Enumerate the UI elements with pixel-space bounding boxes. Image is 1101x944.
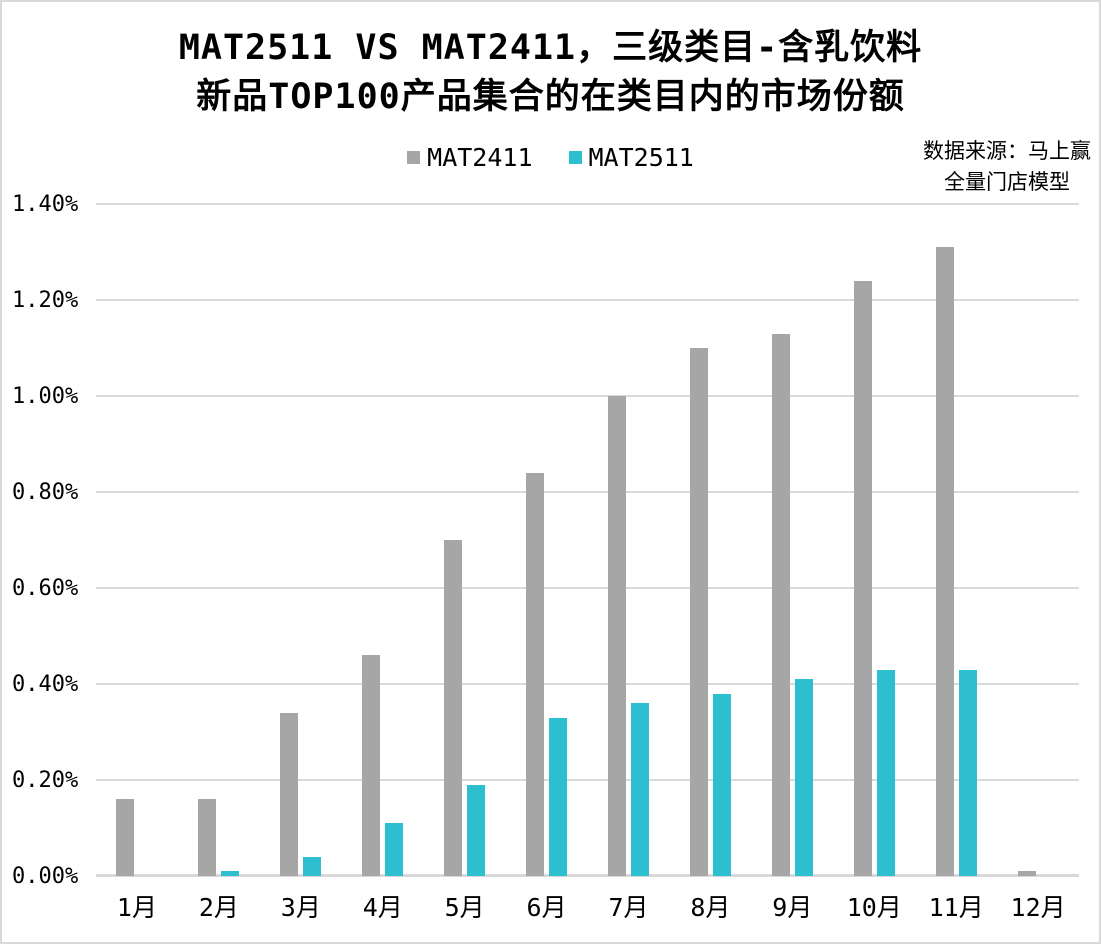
source-note-line-1: 数据来源：马上赢 [923, 139, 1091, 163]
x-axis-tick-labels: 1月 2月 3月 4月 5月 6月 7月 8月 9月 10月 11月 12月 [96, 891, 1079, 925]
bar-mat2411-10月 [853, 280, 872, 876]
y-axis-tick-labels: 0.00% 0.20% 0.40% 0.60% 0.80% 1.00% 1.20% 1.40% [12, 192, 92, 889]
y-axis-tick-label-0.00%: 0.00% [12, 864, 79, 889]
bar-mat2411-6月 [526, 472, 545, 876]
x-axis-tick-label-6月: 6月 [526, 893, 567, 922]
gridline-0.20% [96, 779, 1079, 781]
bar-mat2411-8月 [689, 348, 708, 876]
source-note: 数据来源：马上赢 全量门店模型 [923, 136, 1091, 198]
bar-group-7月 [588, 204, 670, 876]
legend-label-mat2511: MAT2511 [588, 143, 694, 172]
y-axis-tick-label-0.60%: 0.60% [12, 576, 79, 601]
x-axis-tick-label-12月: 12月 [1010, 893, 1066, 922]
x-axis-tick-label-2月: 2月 [198, 893, 239, 922]
x-axis-tick-label-8月: 8月 [690, 893, 731, 922]
bar-mat2511-10月 [876, 669, 895, 876]
gridline-0.40% [96, 683, 1079, 685]
x-axis-tick-label-9月: 9月 [772, 893, 813, 922]
gridline-1.00% [96, 395, 1079, 397]
y-axis-tick-label-0.80%: 0.80% [12, 480, 79, 505]
bar-mat2411-4月 [362, 655, 381, 876]
x-axis-tick-label-10月: 10月 [846, 893, 902, 922]
bar-group-6月 [506, 204, 588, 876]
bar-group-8月 [669, 204, 751, 876]
y-axis-tick-label-0.40%: 0.40% [12, 672, 79, 697]
source-note-line-2: 全量门店模型 [944, 170, 1070, 194]
y-axis-tick-label-0.20%: 0.20% [12, 768, 79, 793]
bar-mat2411-7月 [607, 396, 626, 876]
legend-swatch-mat2511 [568, 151, 582, 164]
x-axis-tick-label-1月: 1月 [116, 893, 157, 922]
bar-mat2411-1月 [116, 799, 135, 876]
y-axis-tick-label-1.20%: 1.20% [12, 288, 79, 313]
bar-mat2411-9月 [771, 333, 790, 876]
bar-group-2月 [178, 204, 260, 876]
gridline-0.60% [96, 587, 1079, 589]
bar-mat2411-5月 [444, 540, 463, 876]
bar-group-11月 [915, 204, 997, 876]
y-axis-tick-label-1.00%: 1.00% [12, 384, 79, 409]
x-axis-tick-label-3月: 3月 [280, 893, 321, 922]
legend: MAT2411 MAT2511 [2, 143, 1099, 172]
gridline-1.40% [96, 203, 1079, 205]
bar-mat2511-4月 [385, 823, 404, 876]
bar-group-1月 [96, 204, 178, 876]
bar-mat2411-3月 [280, 712, 299, 876]
chart-title-line-2: 新品TOP100产品集合的在类目内的市场份额 [196, 77, 905, 117]
x-axis-tick-label-5月: 5月 [444, 893, 485, 922]
legend-item-mat2411: MAT2411 [407, 143, 533, 172]
bar-mat2411-12月 [1017, 871, 1036, 876]
chart-title-line-1: MAT2511 VS MAT2411，三级类目-含乳饮料 [178, 28, 923, 68]
bar-mat2511-8月 [712, 693, 731, 876]
bar-group-9月 [751, 204, 833, 876]
y-axis-tick-label-1.40%: 1.40% [12, 192, 79, 217]
legend-item-mat2511: MAT2511 [568, 143, 694, 172]
bar-group-4月 [342, 204, 424, 876]
bars [96, 204, 1079, 876]
bar-group-10月 [833, 204, 915, 876]
x-axis-tick-label-7月: 7月 [608, 893, 649, 922]
gridline-1.20% [96, 299, 1079, 301]
bar-mat2511-11月 [958, 669, 977, 876]
bar-mat2411-11月 [935, 247, 954, 876]
gridline-0.00% [96, 874, 1079, 877]
bar-mat2511-6月 [549, 717, 568, 876]
bar-mat2511-9月 [794, 679, 813, 876]
legend-label-mat2411: MAT2411 [427, 143, 533, 172]
bar-group-5月 [424, 204, 506, 876]
bar-mat2511-5月 [467, 784, 486, 876]
bar-mat2511-7月 [630, 703, 649, 876]
bar-group-3月 [260, 204, 342, 876]
legend-swatch-mat2411 [407, 151, 421, 164]
bar-mat2411-2月 [198, 799, 217, 876]
bar-group-12月 [997, 204, 1079, 876]
x-axis-tick-label-11月: 11月 [928, 893, 984, 922]
chart-title: MAT2511 VS MAT2411，三级类目-含乳饮料 新品TOP100产品集… [2, 24, 1099, 122]
plot-area [96, 203, 1079, 877]
bar-mat2511-2月 [221, 871, 240, 876]
x-axis-tick-label-4月: 4月 [362, 893, 403, 922]
bar-mat2511-3月 [303, 856, 322, 876]
gridline-0.80% [96, 491, 1079, 493]
